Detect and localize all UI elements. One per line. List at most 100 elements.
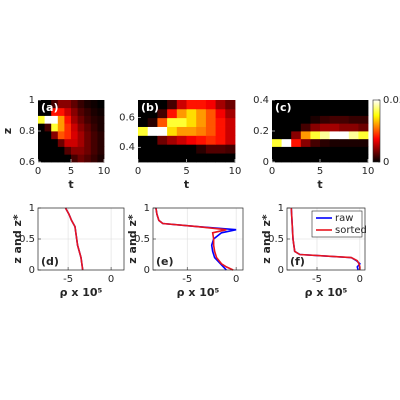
heatmap-cell (186, 100, 197, 110)
heatmap-cell (196, 108, 207, 119)
data-line (290, 207, 361, 270)
y-tick-label: 0.5 (19, 234, 35, 245)
heatmap-cell (186, 144, 197, 154)
heatmap-cell (291, 123, 302, 132)
data-line (155, 207, 234, 271)
heatmap-cell (176, 153, 187, 163)
heatmap-cell (225, 100, 236, 110)
heatmap-cell (167, 100, 178, 110)
heatmap-cell (205, 117, 216, 127)
y-axis-label: z (1, 128, 14, 134)
heatmap-cell (84, 100, 92, 109)
x-tick-label: 0 (233, 274, 239, 285)
heatmap-cell (291, 138, 302, 147)
heatmap-cell (205, 153, 216, 163)
heatmap-cell (186, 135, 197, 145)
heatmap-cell (300, 100, 311, 109)
x-axis-label: ρ x 10⁵ (305, 286, 348, 299)
heatmap-cell (339, 131, 350, 140)
heatmap-cell (90, 138, 98, 147)
heatmap-cell (71, 107, 78, 116)
heatmap-cell (90, 115, 98, 124)
heatmap-cell (281, 146, 292, 155)
y-tick-label: 0 (263, 157, 269, 168)
heatmap-cell (157, 117, 168, 127)
heatmap-cell (339, 138, 350, 147)
heatmap-cell (77, 123, 85, 132)
heatmap-cell (281, 123, 292, 132)
heatmap-cell (225, 135, 236, 145)
heatmap-cell (51, 107, 59, 116)
heatmap-cell (71, 131, 78, 140)
y-tick-label: 0.8 (19, 126, 35, 137)
heatmap-cell (348, 123, 359, 132)
heatmap-cell (71, 100, 78, 109)
heatmap-cell (90, 131, 98, 140)
heatmap-cell (300, 123, 311, 132)
heatmap-cell (320, 100, 330, 109)
heatmap-cell (77, 100, 85, 109)
heatmap-cell (176, 117, 187, 127)
heatmap-cell (281, 154, 292, 163)
heatmap-cell (329, 107, 340, 116)
colorbar-tick-label: 0.05 (383, 95, 400, 106)
heatmap-cell (138, 126, 149, 136)
heatmap-cell (138, 117, 149, 127)
heatmap-cell (77, 131, 85, 140)
heatmap-cell (64, 107, 72, 116)
heatmap-cell (196, 117, 207, 127)
heatmap-cell (38, 131, 45, 140)
heatmap-cell (272, 123, 282, 132)
heatmap-cell (320, 154, 330, 163)
heatmap-cell (64, 138, 72, 147)
heatmap-cell (225, 153, 236, 163)
heatmap-cell (147, 108, 158, 119)
heatmap-cell (97, 107, 105, 116)
heatmap-cell (320, 115, 330, 124)
panel-label: (c) (275, 101, 292, 114)
heatmap-cell (147, 117, 158, 127)
heatmap-cell (310, 123, 321, 132)
heatmap-cell (64, 115, 72, 124)
heatmap-cell (38, 146, 45, 155)
heatmap-cell (138, 100, 149, 110)
heatmap-cell (358, 146, 369, 155)
x-tick-label: 10 (362, 166, 375, 177)
heatmap-cell (348, 115, 359, 124)
heatmap-cell (339, 107, 350, 116)
heatmap-cell (272, 138, 282, 147)
heatmap-cell (291, 100, 302, 109)
heatmap-cell (138, 135, 149, 145)
heatmap-cell (215, 108, 226, 119)
heatmap-cell (272, 100, 282, 109)
heatmap-cell (320, 146, 330, 155)
x-tick-label: 0 (269, 166, 275, 177)
x-tick-label: 10 (98, 166, 111, 177)
heatmap-cell (186, 126, 197, 136)
panel-label: (e) (156, 255, 174, 268)
heatmap-cell (84, 131, 92, 140)
heatmap-cell (38, 115, 45, 124)
heatmap-cell (215, 100, 226, 110)
heatmap-cell (64, 123, 72, 132)
heatmap-cell (38, 138, 45, 147)
heatmap-cell (176, 108, 187, 119)
heatmap-cell (291, 154, 302, 163)
heatmap-cell (348, 138, 359, 147)
heatmap-cell (97, 115, 105, 124)
heatmap-cell (176, 100, 187, 110)
heatmap-cell (329, 154, 340, 163)
heatmap-cell (51, 131, 59, 140)
heatmap-cell (196, 126, 207, 136)
heatmap-cell (84, 115, 92, 124)
heatmap-cell (44, 107, 52, 116)
x-tick-label: 5 (183, 166, 189, 177)
legend-box (311, 210, 363, 238)
heatmap-cell (167, 144, 178, 154)
heatmap-cell (186, 117, 197, 127)
x-axis-label: t (68, 178, 73, 191)
heatmap-cell (310, 146, 321, 155)
heatmap-cell (320, 138, 330, 147)
heatmap-cell (186, 108, 197, 119)
heatmap-cell (97, 154, 105, 163)
